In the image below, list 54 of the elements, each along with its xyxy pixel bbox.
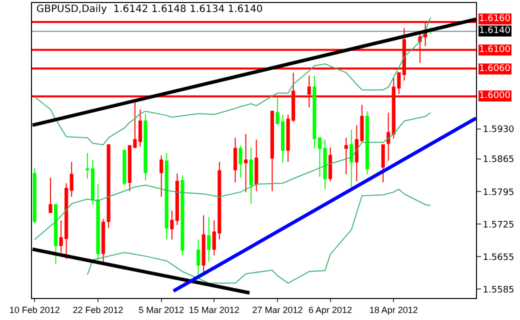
candlestick (96, 184, 100, 260)
candlestick (312, 74, 316, 149)
ref-line-label: 1.6000 (479, 91, 511, 101)
ref-line-label: 1.6100 (479, 45, 511, 55)
y-tick-label: 1.5795 (482, 188, 514, 198)
candlestick (160, 154, 164, 198)
x-tick-label: 18 Apr 2012 (369, 304, 418, 315)
x-tick-label: 15 Mar 2012 (188, 304, 240, 315)
candlestick (233, 137, 238, 183)
candlestick (365, 110, 370, 175)
candlestick (106, 144, 110, 228)
x-tick-label: 6 Apr 2012 (308, 304, 352, 315)
y-tick-label: 1.5585 (482, 285, 514, 296)
candlestick (138, 108, 142, 148)
candlestick (180, 174, 184, 256)
line-series (34, 112, 432, 240)
candlestick (207, 216, 211, 262)
candlestick (86, 152, 90, 180)
candlestick (381, 144, 385, 183)
line-series (34, 16, 432, 146)
candlestick (122, 150, 126, 186)
line-series (86, 188, 432, 284)
candlestick (350, 129, 354, 188)
x-tick-label: 5 Mar 2012 (138, 304, 184, 315)
x-tick-label: 10 Feb 2012 (9, 304, 60, 315)
candlestick (70, 161, 74, 198)
ref-line-label: 1.6060 (479, 64, 511, 74)
candlestick (32, 167, 36, 224)
candlestick (170, 210, 174, 240)
y-tick-label: 1.5930 (482, 125, 515, 136)
candlestick (175, 173, 179, 226)
candlestick (202, 214, 206, 274)
candlestick (90, 160, 95, 206)
ref-line-label: 1.6140 (479, 26, 511, 36)
candlestick (164, 152, 168, 240)
x-tick-label: 27 Mar 2012 (252, 304, 303, 315)
x-tick-label: 22 Feb 2012 (72, 304, 124, 315)
candlestick (244, 134, 248, 193)
candlestick (238, 145, 242, 178)
candlestick (328, 146, 332, 182)
candlestick (270, 110, 274, 192)
y-tick-label: 1.5865 (482, 155, 514, 166)
candlestick (101, 218, 106, 262)
candlestick (54, 204, 58, 265)
y-tick-label: 1.5655 (482, 252, 514, 263)
candlestick (48, 177, 52, 214)
ref-line-label: 1.6160 (479, 14, 511, 24)
candlestick (254, 139, 258, 192)
y-tick-label: 1.5725 (482, 220, 514, 230)
candlestick (386, 112, 390, 162)
candlestick (144, 113, 148, 181)
candlestick (344, 137, 348, 175)
candlestick (249, 146, 253, 204)
chart-title: GBPUSD,Daily 1.6142 1.6148 1.6134 1.6140 (36, 4, 263, 15)
